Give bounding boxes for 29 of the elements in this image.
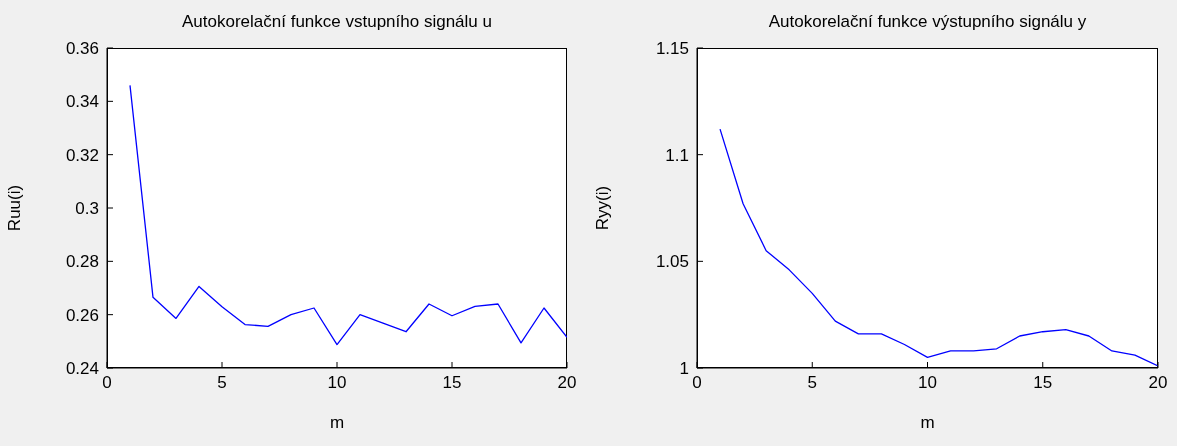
y-tick-label: 0.36 [65, 39, 99, 59]
y-tick-label: 0.34 [65, 92, 99, 112]
y-tick-label: 1.1 [665, 145, 689, 165]
y-tick-label: 0.3 [75, 199, 99, 219]
chart-title: Autokorelační funkce vstupního signálu u [181, 12, 493, 32]
y-tick-label: 1.05 [655, 252, 689, 272]
y-tick-label: 1.15 [655, 39, 689, 59]
line-series [719, 128, 1158, 367]
y-tick-label: 0.26 [65, 305, 99, 325]
x-tick-label: 0 [102, 373, 112, 393]
chart-title: Autokorelační funkce výstupního signálu y [767, 12, 1088, 32]
y-tick-label: 0.28 [65, 252, 99, 272]
x-tick-label: 5 [807, 373, 817, 393]
line-series [129, 84, 567, 346]
y-tick-label: 1 [679, 359, 689, 379]
x-axis-title: m [920, 413, 935, 432]
x-tick-label: 0 [692, 373, 702, 393]
x-tick-label: 20 [1148, 373, 1168, 393]
y-tick-label: 0.32 [65, 145, 99, 165]
y-axis-title: Ruu(i) [5, 184, 25, 232]
x-axis-title: m [329, 413, 345, 432]
x-tick-label: 15 [1033, 373, 1053, 393]
x-tick-label: 10 [918, 373, 937, 393]
x-tick-label: 10 [327, 373, 347, 393]
x-tick-label: 5 [217, 373, 227, 393]
y-axis-title: Ryy(i) [593, 185, 613, 231]
x-tick-label: 15 [442, 373, 462, 393]
x-tick-label: 20 [557, 373, 577, 393]
y-tick-label: 0.24 [65, 359, 99, 379]
